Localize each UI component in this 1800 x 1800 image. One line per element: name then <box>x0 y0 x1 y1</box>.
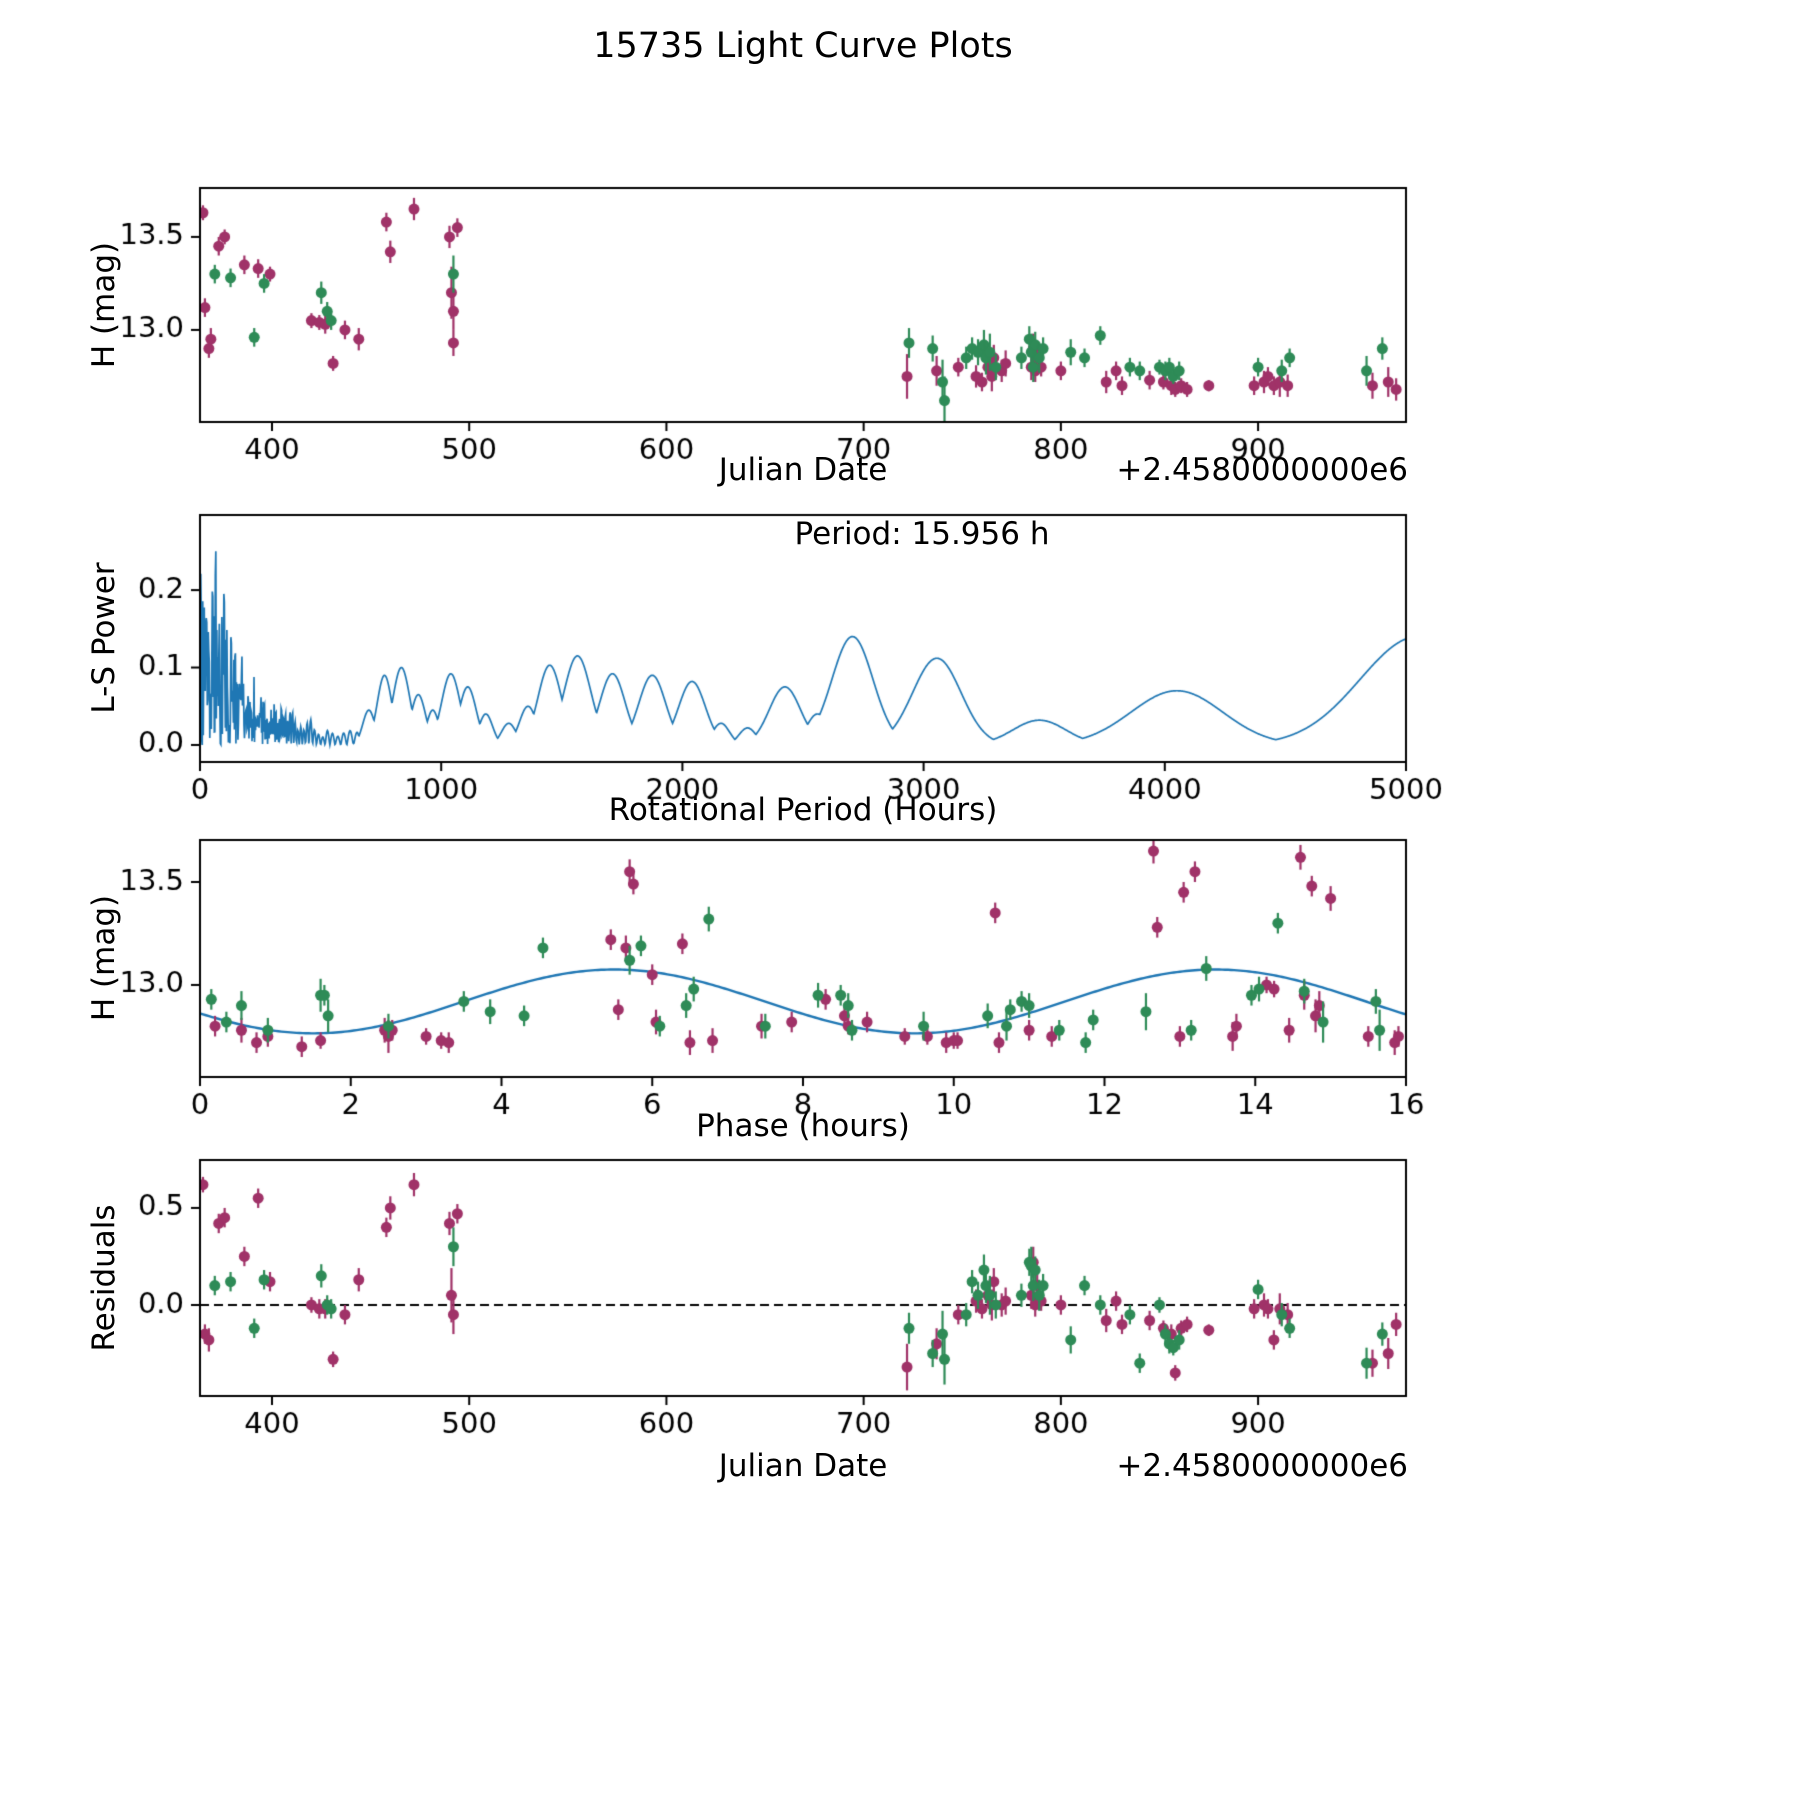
lightcurve-x-axis-label: Julian Date <box>718 452 888 488</box>
lightcurve-y-axis-label: H (mag) <box>86 241 122 369</box>
period-annotation: Period: 15.956 h <box>794 516 1050 552</box>
phase-y-axis-label: H (mag) <box>86 894 122 1022</box>
lightcurve-x-offset-text: +2.4580000000e6 <box>1116 452 1408 488</box>
phase-x-axis-label: Phase (hours) <box>696 1108 910 1144</box>
periodogram-x-axis-label: Rotational Period (Hours) <box>608 792 998 828</box>
figure-title: 15735 Light Curve Plots <box>593 26 1013 66</box>
residuals-x-offset-text: +2.4580000000e6 <box>1116 1448 1408 1484</box>
residuals-x-axis-label: Julian Date <box>718 1448 888 1484</box>
periodogram-y-axis-label: L-S Power <box>86 562 122 714</box>
residuals-y-axis-label: Residuals <box>86 1204 122 1352</box>
